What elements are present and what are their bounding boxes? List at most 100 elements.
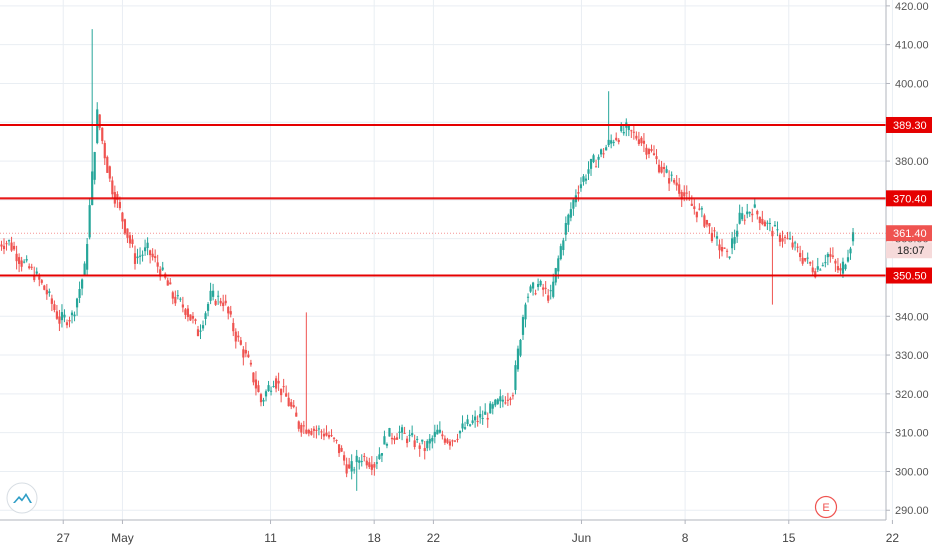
candle [438,421,441,434]
chart-grid [0,0,893,520]
candle [494,398,497,408]
candle [436,424,439,435]
x-tick-label: 27 [57,531,71,545]
candle [249,359,253,367]
candle [504,396,507,405]
candle [620,122,623,133]
x-tick-label: May [111,531,134,545]
candle [461,415,464,432]
candle [531,281,535,296]
candle [332,436,336,443]
candle [456,433,459,443]
candle [748,211,751,217]
candle [398,425,401,439]
tradingview-logo-icon[interactable] [6,482,38,514]
candle [212,283,215,301]
candle [819,268,822,271]
candle [252,372,255,386]
candle [222,294,225,312]
y-tick-label: 290.00 [895,505,929,517]
y-tick-label: 320.00 [895,389,929,401]
candle [116,191,119,208]
candle [176,290,179,300]
candle [506,392,509,407]
candle [327,431,331,440]
candle [484,403,487,415]
candle [224,294,227,306]
candle [217,290,220,305]
candle [433,424,436,444]
candle [65,319,69,329]
candle [375,456,378,470]
candle [799,245,802,262]
candle [136,248,139,264]
y-tick-label: 300.00 [895,466,929,478]
last-price-label: 361.40 [893,228,927,240]
candle [650,144,653,153]
candle [272,380,275,388]
candle [244,342,247,358]
horizontal-levels[interactable] [0,123,886,277]
candle [411,425,414,438]
candle [199,324,202,340]
candle [806,252,809,264]
candle [418,442,421,457]
last-price-tag [886,225,932,242]
candle [242,346,245,366]
candle [390,433,394,445]
candle [28,263,31,270]
candle [186,305,190,322]
candle [826,252,829,266]
candle [695,211,698,223]
time-axis[interactable]: 27 May 11 18 22 Jun 8 15 22 [57,520,900,545]
candle [655,149,658,165]
candle [383,430,386,445]
x-tick-label: 8 [682,531,689,545]
candle [816,257,819,273]
candle [370,456,373,476]
level-price-tag [886,116,932,133]
candle [86,237,89,276]
candle [458,430,462,439]
candle [718,239,721,259]
candle [824,254,827,268]
candle [849,246,852,260]
countdown-label: 18:07 [897,245,925,257]
candle [627,124,630,137]
earnings-event-icon[interactable]: E [814,495,838,519]
candlestick-series [0,29,855,491]
candle [768,218,771,232]
candle [471,414,474,425]
candle [219,297,222,307]
candle [151,248,154,261]
candle [93,151,96,185]
candle [657,159,661,174]
candle [60,304,64,328]
y-tick-label: 400.00 [895,78,929,90]
candle [335,439,338,444]
candle [360,454,363,467]
candle [209,282,212,305]
candle [509,396,512,406]
candle [91,29,94,206]
candle [50,294,53,312]
y-tick-label: 330.00 [895,350,929,362]
x-tick-label: 15 [782,531,796,545]
candle [474,410,477,428]
candle [463,421,467,431]
candle [287,392,290,407]
candle [285,385,288,397]
candle [408,429,411,442]
candle [345,457,348,478]
candle [15,245,18,270]
candle [499,389,502,409]
candle [159,266,162,281]
candle [282,378,285,393]
candle [758,216,761,231]
candle [839,263,842,277]
candle [602,148,605,159]
event-marker-label: E [822,502,829,514]
candle [766,220,769,231]
candle [524,302,527,328]
